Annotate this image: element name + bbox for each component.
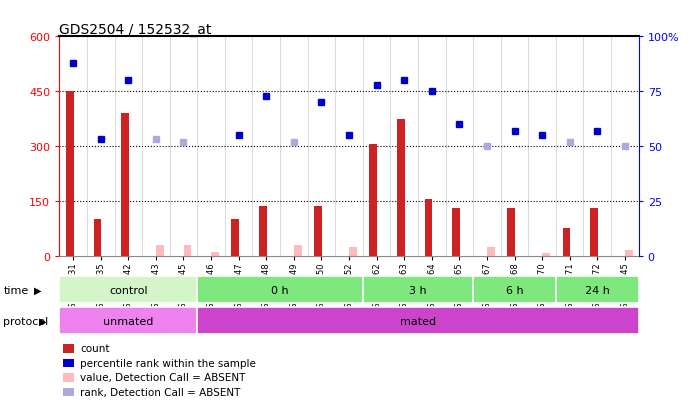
Bar: [59, 277, 198, 304]
Bar: [473, 277, 556, 304]
Text: time: time: [3, 285, 29, 295]
Bar: [232, 220, 239, 256]
Bar: [563, 229, 570, 256]
Bar: [259, 207, 267, 256]
Bar: [121, 114, 129, 256]
Text: count: count: [80, 344, 110, 354]
Bar: [369, 145, 377, 256]
Text: value, Detection Call = ABSENT: value, Detection Call = ABSENT: [80, 373, 246, 382]
Text: 3 h: 3 h: [409, 285, 426, 295]
Bar: [349, 247, 357, 256]
Text: control: control: [109, 285, 147, 295]
Bar: [424, 199, 432, 256]
Bar: [66, 92, 74, 256]
Bar: [156, 245, 164, 256]
Bar: [94, 220, 101, 256]
Text: percentile rank within the sample: percentile rank within the sample: [80, 358, 256, 368]
Bar: [556, 277, 639, 304]
Bar: [542, 253, 550, 256]
Text: mated: mated: [400, 316, 436, 326]
Bar: [198, 277, 363, 304]
Bar: [294, 245, 302, 256]
Bar: [397, 119, 405, 256]
Bar: [590, 209, 598, 256]
Bar: [625, 251, 633, 256]
Text: rank, Detection Call = ABSENT: rank, Detection Call = ABSENT: [80, 387, 241, 397]
Text: protocol: protocol: [3, 316, 49, 326]
Bar: [487, 247, 495, 256]
Text: 24 h: 24 h: [585, 285, 610, 295]
Bar: [198, 308, 639, 335]
Text: 0 h: 0 h: [272, 285, 289, 295]
Bar: [184, 245, 191, 256]
Text: ▶: ▶: [39, 316, 47, 326]
Bar: [363, 277, 473, 304]
Bar: [59, 308, 198, 335]
Text: 6 h: 6 h: [506, 285, 524, 295]
Text: GDS2504 / 152532_at: GDS2504 / 152532_at: [59, 23, 211, 37]
Text: unmated: unmated: [103, 316, 154, 326]
Bar: [314, 207, 322, 256]
Bar: [211, 252, 219, 256]
Bar: [452, 209, 460, 256]
Text: ▶: ▶: [34, 285, 41, 295]
Bar: [507, 209, 515, 256]
